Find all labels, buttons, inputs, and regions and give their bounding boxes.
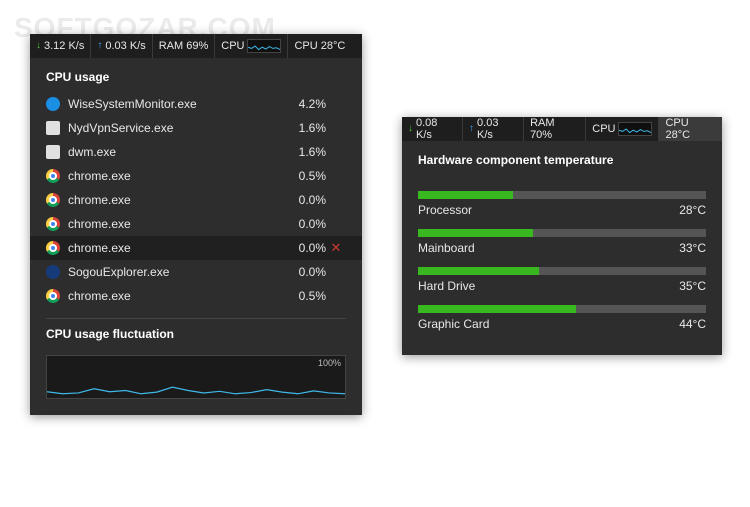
net-down-value: 3.12 K/s <box>44 40 84 52</box>
process-row[interactable]: chrome.exe0.5%✕ <box>30 164 362 188</box>
cpu-segment[interactable]: CPU <box>215 34 288 58</box>
ram-value: RAM 70% <box>530 117 579 141</box>
ram-segment[interactable]: RAM 69% <box>153 34 216 58</box>
chrome-icon <box>46 193 60 207</box>
temp-bar-track <box>418 229 706 237</box>
sogou-icon <box>46 265 60 279</box>
process-name: dwm.exe <box>68 145 276 159</box>
process-cpu-pct: 1.6% <box>276 121 326 135</box>
process-cpu-pct: 4.2% <box>276 97 326 111</box>
temperature-item: Mainboard 33°C <box>418 229 706 255</box>
temp-value: 28°C <box>679 203 706 217</box>
arrow-down-icon: ↓ <box>408 124 413 134</box>
process-name: SogouExplorer.exe <box>68 265 276 279</box>
white-icon <box>46 121 60 135</box>
process-name: WiseSystemMonitor.exe <box>68 97 276 111</box>
cpu-usage-panel: ↓ 3.12 K/s ↑ 0.03 K/s RAM 69% CPU CPU 28… <box>30 34 362 415</box>
cpu-temp-value: CPU 28°C <box>665 117 716 141</box>
process-cpu-pct: 0.0% <box>276 193 326 207</box>
process-cpu-pct: 0.5% <box>276 289 326 303</box>
arrow-up-icon: ↑ <box>469 124 474 134</box>
cpu-sparkline <box>247 39 281 53</box>
process-row[interactable]: chrome.exe0.0%✕ <box>30 236 362 260</box>
temp-bar-track <box>418 305 706 313</box>
cpu-temp-value: CPU 28°C <box>294 40 345 52</box>
temp-component-label: Graphic Card <box>418 317 489 331</box>
process-cpu-pct: 0.0% <box>276 241 326 255</box>
temp-bar-fill <box>418 229 533 237</box>
process-list: WiseSystemMonitor.exe4.2%✕NydVpnService.… <box>30 92 362 312</box>
process-row[interactable]: dwm.exe1.6%✕ <box>30 140 362 164</box>
cpu-label: CPU <box>592 123 615 135</box>
net-up-value: 0.03 K/s <box>477 117 517 141</box>
section-title-temp: Hardware component temperature <box>402 141 722 175</box>
temp-component-label: Processor <box>418 203 472 217</box>
process-name: chrome.exe <box>68 217 276 231</box>
temp-value: 33°C <box>679 241 706 255</box>
temp-bar-fill <box>418 305 576 313</box>
process-name: NydVpnService.exe <box>68 121 276 135</box>
arrow-down-icon: ↓ <box>36 41 41 51</box>
chrome-icon <box>46 289 60 303</box>
cpu-sparkline <box>618 122 652 136</box>
temp-component-label: Hard Drive <box>418 279 475 293</box>
blue-icon <box>46 97 60 111</box>
temp-bar-track <box>418 267 706 275</box>
ram-segment[interactable]: RAM 70% <box>524 117 586 141</box>
temperature-list: Processor 28°C Mainboard 33°C Hard Drive 35°C… <box>402 175 722 355</box>
arrow-up-icon: ↑ <box>97 41 102 51</box>
section-title-cpu: CPU usage <box>30 58 362 92</box>
net-up-segment[interactable]: ↑ 0.03 K/s <box>91 34 152 58</box>
temperature-item: Hard Drive 35°C <box>418 267 706 293</box>
cpu-fluctuation-chart: 100% <box>46 355 346 399</box>
net-down-segment[interactable]: ↓ 3.12 K/s <box>30 34 91 58</box>
cpu-segment[interactable]: CPU <box>586 117 659 141</box>
process-row[interactable]: SogouExplorer.exe0.0%✕ <box>30 260 362 284</box>
process-row[interactable]: chrome.exe0.0%✕ <box>30 188 362 212</box>
process-cpu-pct: 0.0% <box>276 217 326 231</box>
process-name: chrome.exe <box>68 241 276 255</box>
process-name: chrome.exe <box>68 169 276 183</box>
cpu-temp-segment[interactable]: CPU 28°C <box>288 34 351 58</box>
temp-value: 35°C <box>679 279 706 293</box>
white-icon <box>46 145 60 159</box>
process-cpu-pct: 0.5% <box>276 169 326 183</box>
net-up-value: 0.03 K/s <box>105 40 145 52</box>
process-row[interactable]: WiseSystemMonitor.exe4.2%✕ <box>30 92 362 116</box>
process-row[interactable]: NydVpnService.exe1.6%✕ <box>30 116 362 140</box>
chrome-icon <box>46 241 60 255</box>
temperature-item: Graphic Card 44°C <box>418 305 706 331</box>
temp-component-label: Mainboard <box>418 241 475 255</box>
close-process-button[interactable]: ✕ <box>326 240 346 256</box>
chrome-icon <box>46 217 60 231</box>
temperature-panel: ↓ 0.08 K/s ↑ 0.03 K/s RAM 70% CPU CPU 28… <box>402 117 722 355</box>
temp-bar-fill <box>418 191 513 199</box>
temp-bar-fill <box>418 267 539 275</box>
process-name: chrome.exe <box>68 193 276 207</box>
process-row[interactable]: chrome.exe0.0%✕ <box>30 212 362 236</box>
cpu-label: CPU <box>221 40 244 52</box>
net-down-segment[interactable]: ↓ 0.08 K/s <box>402 117 463 141</box>
status-bar: ↓ 0.08 K/s ↑ 0.03 K/s RAM 70% CPU CPU 28… <box>402 117 722 141</box>
ram-value: RAM 69% <box>159 40 209 52</box>
status-bar: ↓ 3.12 K/s ↑ 0.03 K/s RAM 69% CPU CPU 28… <box>30 34 362 58</box>
temp-value: 44°C <box>679 317 706 331</box>
section-title-fluct: CPU usage fluctuation <box>30 319 362 349</box>
fluct-ylabel: 100% <box>318 358 341 368</box>
process-name: chrome.exe <box>68 289 276 303</box>
temperature-item: Processor 28°C <box>418 191 706 217</box>
net-down-value: 0.08 K/s <box>416 117 456 141</box>
cpu-temp-segment[interactable]: CPU 28°C <box>659 117 722 141</box>
process-cpu-pct: 0.0% <box>276 265 326 279</box>
process-row[interactable]: chrome.exe0.5%✕ <box>30 284 362 308</box>
temp-bar-track <box>418 191 706 199</box>
chrome-icon <box>46 169 60 183</box>
process-cpu-pct: 1.6% <box>276 145 326 159</box>
net-up-segment[interactable]: ↑ 0.03 K/s <box>463 117 524 141</box>
